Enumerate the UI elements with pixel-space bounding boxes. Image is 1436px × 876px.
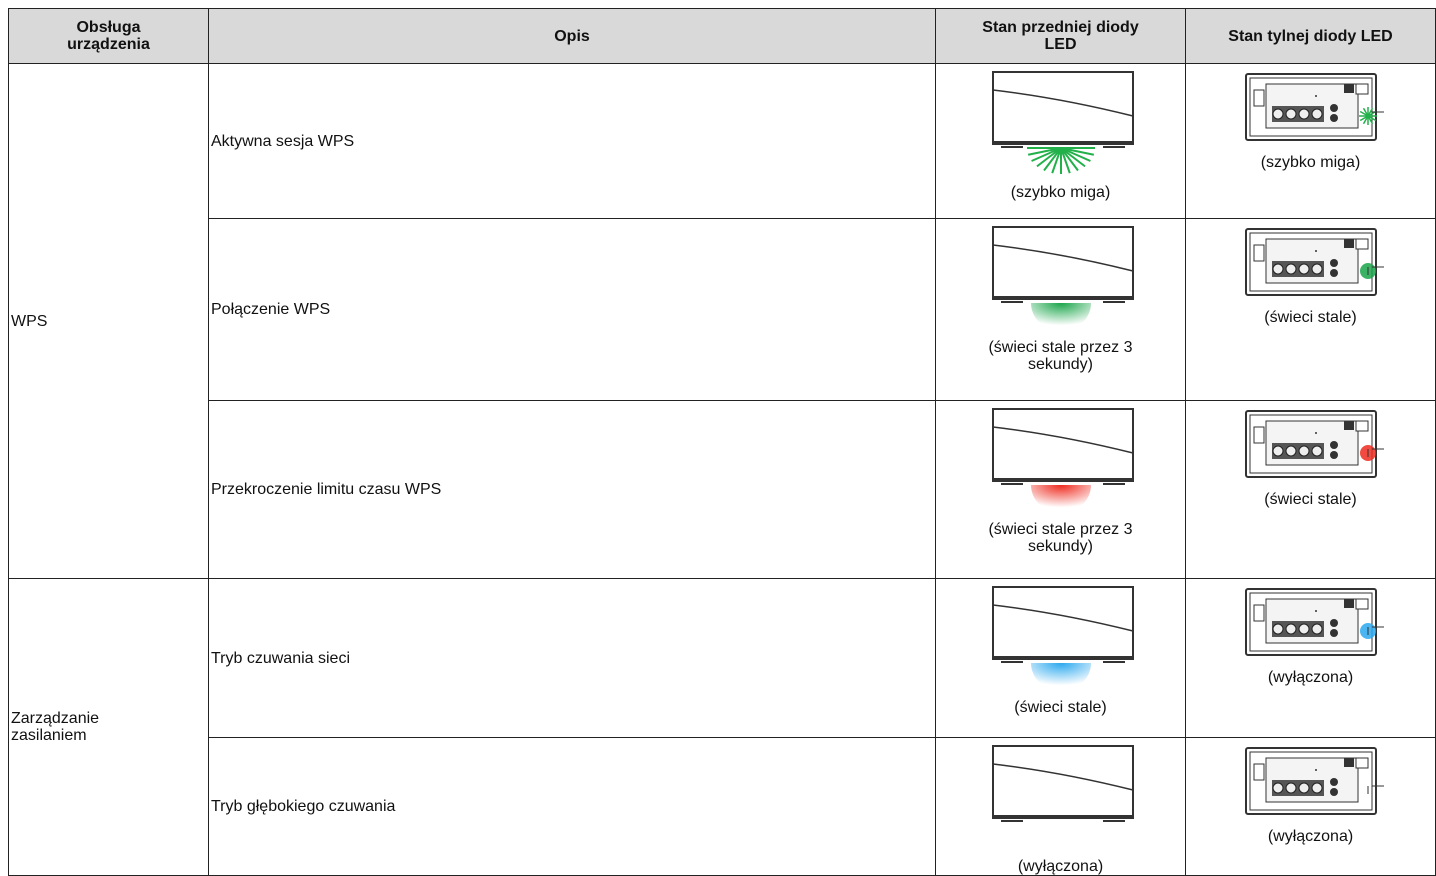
header-row: Obsługa urządzenia Opis Stan przedniej dio… xyxy=(8,8,1436,64)
table-body: WPS Aktywna sesja WPS (szybko miga) (szyb… xyxy=(8,63,1436,876)
description-cell: Aktywna sesja WPS xyxy=(208,63,936,219)
front-led-cell: (świeci stale) xyxy=(935,578,1186,738)
front-led-cell: (świeci stale przez 3 sekundy) xyxy=(935,400,1186,579)
table-row: Tryb głębokiego czuwania (wyłączona) (wy… xyxy=(9,737,1436,876)
rear-led-cell: (świeci stale) xyxy=(1185,400,1436,579)
rear-led-caption: (wyłączona) xyxy=(1267,669,1354,686)
rear-illustration xyxy=(1244,73,1384,141)
front-led-caption: (szybko miga) xyxy=(1010,184,1111,201)
front-led-cell: (szybko miga) xyxy=(935,63,1186,219)
rear-illustration xyxy=(1244,588,1384,656)
led-table: Obsługa urządzenia Opis Stan przedniej dio… xyxy=(8,8,1436,876)
table-row: WPS Aktywna sesja WPS (szybko miga) (szyb… xyxy=(8,63,1436,579)
front-illustration xyxy=(991,586,1134,691)
rear-led-caption: (wyłączona) xyxy=(1267,828,1354,845)
front-illustration xyxy=(991,226,1134,331)
front-illustration xyxy=(991,71,1134,174)
front-led-caption: (świeci stale) xyxy=(1014,699,1107,716)
front-led-cell: (świeci stale przez 3 sekundy) xyxy=(935,218,1186,401)
rear-led-caption: (świeci stale) xyxy=(1264,491,1357,508)
description-cell: Połączenie WPS xyxy=(208,218,936,401)
front-led-caption: (świeci stale przez 3 sekundy) xyxy=(988,521,1133,555)
description-cell: Przekroczenie limitu czasu WPS xyxy=(208,400,936,579)
front-illustration xyxy=(991,408,1134,513)
front-led-caption: (wyłączona) xyxy=(1017,858,1104,875)
rear-led-cell: (świeci stale) xyxy=(1185,218,1436,401)
table-row: Zarządzanie zasilaniem Tryb czuwania siec… xyxy=(8,578,1436,876)
group-cell: Zarządzanie zasilaniem xyxy=(8,578,209,876)
rear-led-cell: (wyłączona) xyxy=(1185,578,1436,738)
rear-illustration xyxy=(1244,228,1384,296)
front-led-caption: (świeci stale przez 3 sekundy) xyxy=(988,339,1133,373)
header-cell: Stan przedniej diody LED xyxy=(935,8,1186,64)
rear-led-caption: (świeci stale) xyxy=(1264,309,1357,326)
header-cell: Stan tylnej diody LED xyxy=(1185,8,1436,64)
table-row: Połączenie WPS (świeci stale przez 3 sek… xyxy=(9,218,1436,401)
rear-illustration xyxy=(1244,747,1384,815)
group-cell: WPS xyxy=(8,63,209,579)
table-row: Przekroczenie limitu czasu WPS (świeci s… xyxy=(9,400,1436,579)
page: Obsługa urządzenia Opis Stan przedniej dio… xyxy=(8,8,1436,876)
description-cell: Tryb czuwania sieci xyxy=(208,578,936,738)
header-cell: Opis xyxy=(208,8,936,64)
front-illustration xyxy=(991,745,1134,822)
front-led-cell: (wyłączona) xyxy=(935,737,1186,876)
header-cell: Obsługa urządzenia xyxy=(8,8,209,64)
description-cell: Tryb głębokiego czuwania xyxy=(208,737,936,876)
rear-illustration xyxy=(1244,410,1384,478)
rear-led-cell: (szybko miga) xyxy=(1185,63,1436,219)
rear-led-caption: (szybko miga) xyxy=(1260,154,1361,171)
rear-led-cell: (wyłączona) xyxy=(1185,737,1436,876)
